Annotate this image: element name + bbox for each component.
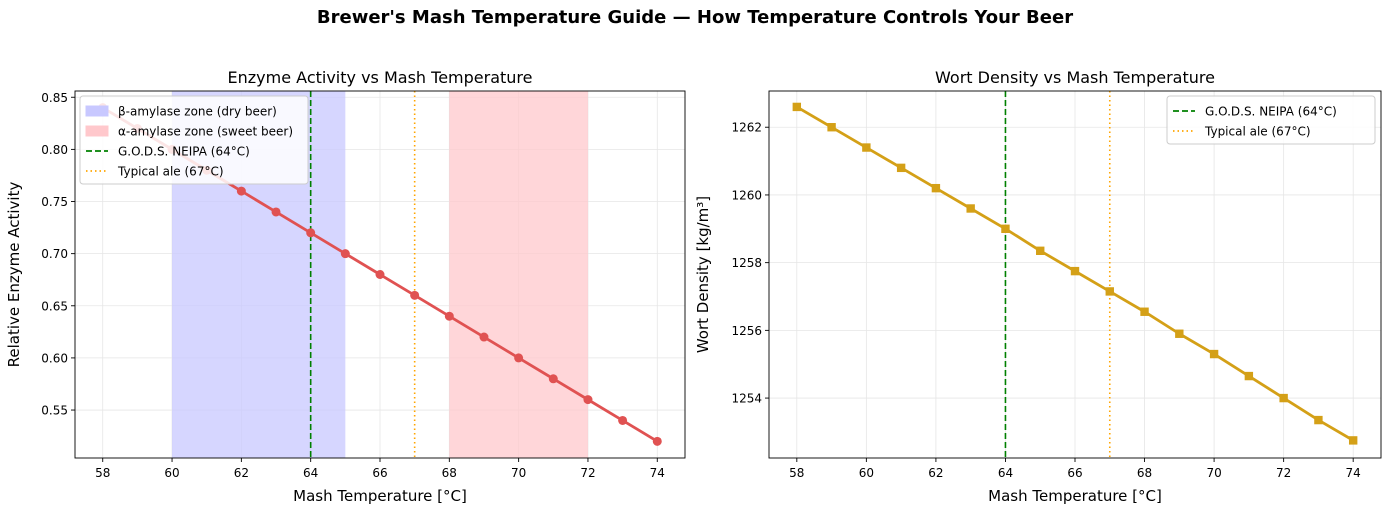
x-tick-label: 62	[234, 466, 249, 480]
legend-box	[1166, 95, 1376, 145]
data-point	[444, 311, 454, 321]
x-tick-label: 68	[1137, 466, 1152, 480]
y-tick-label: 1260	[731, 188, 762, 202]
data-point	[306, 228, 316, 238]
data-point	[410, 290, 420, 300]
data-point	[583, 395, 593, 405]
legend-swatch	[85, 105, 109, 117]
x-tick-label: 74	[1346, 466, 1361, 480]
y-axis-label: Wort Density [kg/m³]	[694, 196, 712, 353]
data-point	[548, 374, 558, 384]
data-point	[375, 270, 385, 279]
data-point	[862, 143, 871, 152]
alpha-amylase-zone	[449, 91, 588, 458]
data-point	[236, 186, 246, 196]
data-point	[618, 415, 628, 425]
legend: β-amylase zone (dry beer) α-amylase zone …	[79, 95, 309, 185]
data-point	[514, 353, 524, 363]
legend-swatch	[85, 125, 109, 137]
x-tick-label: 64	[998, 466, 1013, 480]
data-point	[1001, 224, 1010, 233]
x-tick-label: 68	[442, 466, 457, 480]
x-tick-label: 74	[650, 466, 665, 480]
data-point	[792, 102, 802, 112]
y-tick-label: 1258	[731, 256, 762, 270]
x-tick-label: 70	[1206, 466, 1221, 480]
y-tick-label: 0.85	[41, 91, 68, 105]
data-point	[1175, 329, 1184, 338]
data-point	[340, 249, 350, 259]
legend-entry: α-amylase zone (sweet beer)	[118, 125, 293, 139]
chart-title: Wort Density vs Mash Temperature	[935, 68, 1215, 87]
legend-box	[79, 95, 309, 185]
data-point	[479, 332, 489, 342]
data-point	[1105, 287, 1114, 296]
data-point	[652, 436, 662, 446]
data-point	[271, 207, 281, 217]
y-axis-label: Relative Enzyme Activity	[5, 182, 23, 368]
x-tick-label: 64	[303, 466, 318, 480]
data-point	[1314, 415, 1323, 425]
legend: G.O.D.S. NEIPA (64°C) Typical ale (67°C)	[1166, 95, 1376, 145]
x-tick-label: 72	[580, 466, 595, 480]
y-tick-label: 1254	[731, 392, 762, 406]
x-tick-label: 66	[372, 466, 387, 480]
x-tick-label: 58	[789, 466, 804, 480]
legend-entry: Typical ale (67°C)	[1204, 125, 1311, 139]
y-tick-label: 1256	[731, 324, 762, 338]
data-point	[931, 183, 941, 193]
y-tick-label: 1262	[731, 121, 762, 135]
chart-1: 58 60 62 64 66 68 70 72 74 0.55 0.60 0.65 0.70 0.75 0.…	[5, 68, 686, 505]
data-point	[1244, 371, 1254, 381]
legend-entry: β-amylase zone (dry beer)	[118, 105, 277, 119]
data-point	[827, 123, 836, 132]
data-point	[1209, 349, 1219, 359]
data-point	[1348, 436, 1358, 445]
x-tick-label: 60	[164, 466, 179, 480]
legend-entry: G.O.D.S. NEIPA (64°C)	[118, 145, 250, 159]
x-tick-label: 62	[928, 466, 943, 480]
x-axis-label: Mash Temperature [°C]	[988, 487, 1162, 505]
y-tick-label: 0.65	[41, 299, 68, 313]
x-tick-label: 60	[859, 466, 874, 480]
y-tick-label: 0.55	[41, 404, 68, 418]
data-point	[1036, 246, 1045, 256]
chart-2: 58 60 62 64 66 68 70 72 74 1254 1256 1258 1260 1262 Wo…	[694, 68, 1382, 505]
data-point	[966, 204, 975, 213]
data-point	[1279, 393, 1288, 403]
chart-title: Enzyme Activity vs Mash Temperature	[228, 68, 533, 87]
data-point	[1070, 266, 1080, 276]
figure-title: Brewer's Mash Temperature Guide — How Te…	[316, 7, 1074, 28]
x-axis-label: Mash Temperature [°C]	[293, 487, 467, 505]
legend-entry: Typical ale (67°C)	[117, 165, 224, 179]
legend-entry: G.O.D.S. NEIPA (64°C)	[1205, 105, 1337, 119]
y-tick-label: 0.75	[41, 195, 68, 209]
data-point	[1140, 307, 1149, 316]
x-tick-label: 70	[511, 466, 526, 480]
data-point	[896, 163, 906, 173]
x-tick-label: 72	[1276, 466, 1291, 480]
x-tick-label: 58	[95, 466, 110, 480]
x-tick-label: 66	[1067, 466, 1082, 480]
y-tick-label: 0.70	[41, 247, 68, 261]
y-tick-label: 0.60	[41, 351, 68, 365]
y-tick-label: 0.80	[41, 143, 68, 157]
